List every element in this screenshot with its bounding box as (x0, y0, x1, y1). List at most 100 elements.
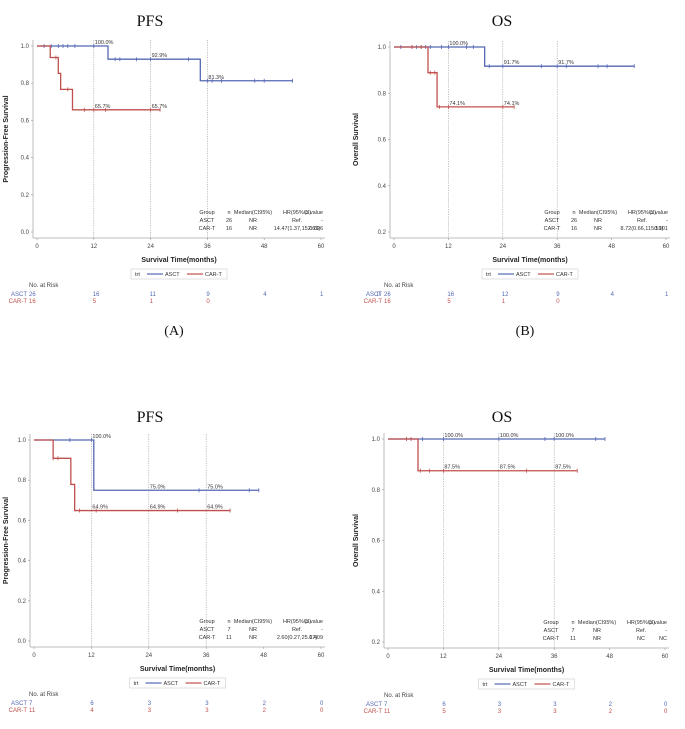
stats-cell: NR (593, 628, 601, 634)
risk-count: 16 (93, 292, 100, 298)
survival-rate-label: 87.5% (555, 465, 571, 471)
stats-header: Group (199, 619, 214, 625)
x-tick-label: 36 (554, 244, 561, 250)
y-tick-label: 0.2 (21, 193, 30, 199)
y-tick-label: 0.2 (18, 599, 27, 605)
x-tick-label: 12 (90, 244, 97, 250)
x-axis-label: Survival Time(months) (492, 257, 567, 264)
legend-title: trt (134, 681, 139, 687)
x-tick-label: 60 (318, 653, 325, 659)
stats-header: Median(CI95%) (234, 619, 272, 625)
stats-cell: - (666, 218, 668, 224)
risk-group-car-t: CAR-T (364, 709, 383, 715)
risk-count: 6 (442, 702, 446, 708)
y-axis-label: Overall Survival (353, 514, 360, 567)
stats-cell: NR (594, 226, 602, 232)
legend-entry: CAR-T (553, 682, 570, 688)
legend: trt ASCT CAR-T (478, 678, 575, 690)
y-tick-label: 0.4 (378, 184, 387, 190)
stats-cell: CAR-T (199, 635, 216, 641)
risk-count: 9 (206, 292, 210, 298)
stats-cell: 2.60(0.27,25.17) (277, 635, 318, 641)
stats-cell: 0.101 (654, 226, 668, 232)
x-tick-label: 0 (386, 654, 390, 660)
risk-count: 2 (263, 708, 267, 714)
stats-cell: 26 (226, 218, 232, 224)
chart-title: OS (492, 13, 512, 30)
risk-group-car-t: CAR-T (9, 708, 28, 714)
stats-cell: 0.409 (309, 635, 323, 641)
risk-count: 3 (148, 701, 152, 707)
x-tick-label: 12 (440, 654, 447, 660)
risk-count: 4 (90, 708, 94, 714)
stats-header: Median(CI95%) (234, 210, 272, 216)
x-tick-label: 12 (88, 653, 95, 659)
legend-box (130, 268, 228, 280)
legend-entry: ASCT (164, 681, 179, 687)
legend: trt ASCT CAR-T (129, 677, 226, 689)
stats-cell: ASCT (544, 628, 559, 634)
survival-rate-label: 64.9% (207, 505, 223, 511)
risk-count: 1 (665, 292, 669, 298)
stats-cell: CAR-T (544, 226, 561, 232)
stats-cell: Ref. (292, 627, 303, 633)
risk-count: 2 (263, 701, 267, 707)
stats-header: Group (199, 210, 214, 216)
y-tick-label: 0.8 (372, 488, 381, 494)
stats-header: Median(CI95%) (579, 210, 617, 216)
panel-a: PFS 0.0 0.2 0.4 0.6 0.8 1.0 0 12 24 36 48 60 Survival… (0, 0, 381, 355)
stats-cell: NC (637, 636, 645, 642)
survival-rate-label: 75.0% (150, 484, 166, 490)
risk-count: 3 (148, 708, 152, 714)
stats-cell: Ref. (292, 218, 303, 224)
survival-curve-car-t (394, 46, 515, 108)
y-tick-label: 0.6 (372, 539, 381, 545)
y-tick-label: 0.4 (18, 559, 27, 565)
stats-header: Group (543, 620, 558, 626)
km-chart-os-b: OS 0.2 0.4 0.6 0.8 1.0 0 12 24 36 48 60 Survival Tim… (353, 13, 670, 339)
legend-title: trt (135, 272, 140, 278)
survival-rate-label: 64.9% (150, 505, 166, 511)
stats-cell: - (321, 218, 323, 224)
y-tick-label: 0.6 (18, 518, 27, 524)
y-tick-label: 1.0 (18, 438, 27, 444)
risk-count: 11 (29, 708, 36, 714)
y-tick-label: 0.8 (21, 81, 30, 87)
stats-header: Median(CI95%) (578, 620, 616, 626)
risk-count: 1 (150, 299, 154, 305)
risk-count: 0 (206, 299, 210, 305)
y-tick-label: 0.8 (18, 478, 27, 484)
stats-cell: CAR-T (199, 226, 216, 232)
legend-entry: ASCT (513, 682, 528, 688)
risk-count: 5 (442, 709, 446, 715)
x-tick-label: 60 (662, 654, 669, 660)
survival-rate-label: 81.3% (208, 75, 224, 81)
survival-rate-label: 92.9% (152, 53, 168, 59)
stats-header: n (572, 210, 575, 216)
y-tick-label: 0.2 (372, 640, 381, 646)
risk-count: 26 (29, 292, 36, 298)
x-tick-label: 48 (261, 244, 268, 250)
risk-count: 3 (498, 709, 502, 715)
stats-header: n (227, 210, 230, 216)
risk-count: 0 (556, 299, 560, 305)
legend: trt ASCT CAR-T (481, 268, 579, 280)
legend-title: trt (483, 682, 488, 688)
risk-count: 2 (609, 702, 613, 708)
risk-count: 9 (556, 292, 560, 298)
risk-table-label: No. at Risk (384, 693, 414, 699)
stats-cell: - (665, 628, 667, 634)
risk-count: 4 (611, 292, 615, 298)
x-tick-label: 36 (203, 653, 210, 659)
x-tick-label: 60 (663, 244, 670, 250)
y-axis-label: Progression-Free Survival (3, 95, 10, 182)
survival-rate-label: 100.0% (95, 40, 114, 46)
panel-c: PFS 0.0 0.2 0.4 0.6 0.8 1.0 0 12 24 36 48 60 Survival… (0, 360, 342, 729)
legend-entry: ASCT (165, 272, 180, 278)
risk-count: 12 (502, 292, 509, 298)
x-axis-label: Survival Time(months) (141, 257, 216, 264)
risk-count: 0 (320, 701, 324, 707)
y-tick-label: 1.0 (372, 437, 381, 443)
stats-cell: CAR-T (543, 636, 560, 642)
